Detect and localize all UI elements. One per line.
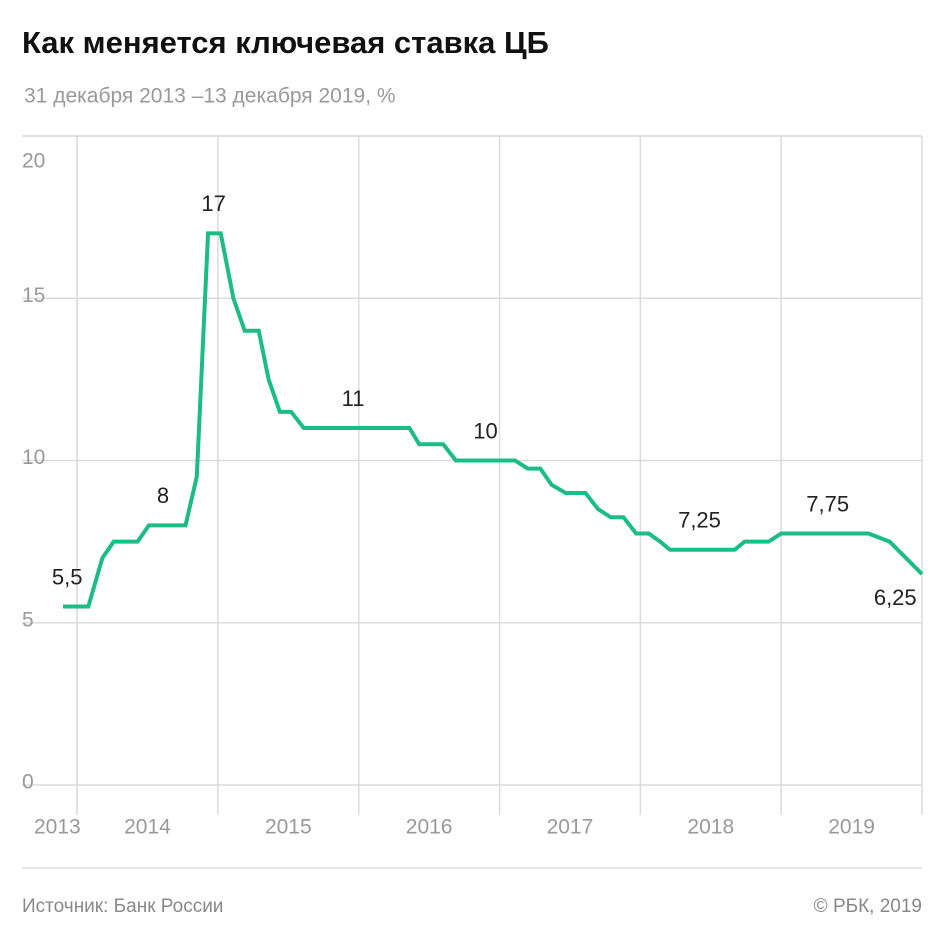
data-label: 8 <box>157 483 169 508</box>
x-tick-label: 2015 <box>265 816 312 839</box>
data-label: 7,25 <box>678 508 721 533</box>
data-label: 10 <box>473 418 497 443</box>
x-tick-label: 2019 <box>828 816 875 839</box>
y-tick-label: 15 <box>22 284 45 307</box>
x-tick-label: 2014 <box>124 816 171 839</box>
rate-line <box>63 231 924 609</box>
chart-subtitle: 31 декабря 2013 –13 декабря 2019, % <box>24 85 396 108</box>
data-label: 11 <box>342 386 365 411</box>
chart-title: Как меняется ключевая ставка ЦБ <box>22 25 549 60</box>
y-tick-label: 10 <box>22 446 45 469</box>
data-label: 7,75 <box>806 491 849 516</box>
x-tick-label: 2016 <box>406 816 453 839</box>
credit: © РБК, 2019 <box>814 896 922 917</box>
x-tick-label: 2013 <box>34 816 81 839</box>
source: Источник: Банк России <box>22 896 223 917</box>
y-tick-label: 20 <box>22 150 45 173</box>
data-label: 17 <box>201 191 225 216</box>
data-label: 6,25 <box>874 585 917 610</box>
data-label: 5,5 <box>52 564 83 589</box>
y-tick-label: 5 <box>22 608 34 631</box>
x-tick-label: 2018 <box>687 816 734 839</box>
x-tick-label: 2017 <box>547 816 594 839</box>
y-tick-label: 0 <box>22 771 34 794</box>
